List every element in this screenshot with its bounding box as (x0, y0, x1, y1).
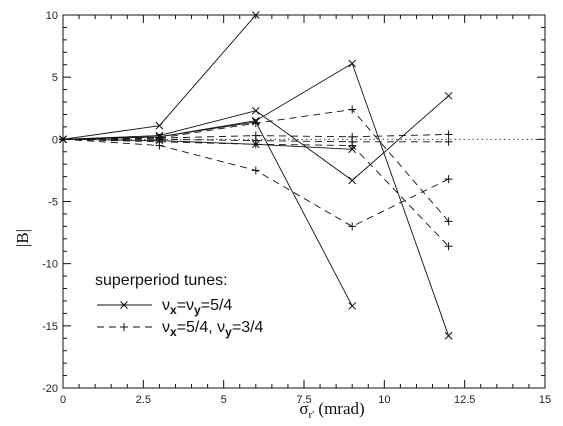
y-tick-label: 0 (52, 134, 58, 146)
y-tick-label: 10 (46, 10, 58, 22)
x-axis-title-subscript: r' (309, 409, 315, 421)
data-point (444, 137, 453, 146)
x-tick-label: 10 (378, 394, 390, 406)
x-marker-stroke (444, 331, 453, 340)
x-marker-stroke (348, 59, 357, 68)
legend-label-part: y (194, 303, 201, 317)
y-tick-label: -15 (42, 321, 58, 333)
plot-frame (62, 14, 546, 389)
legend-label: νx=νy=5/4 (162, 297, 232, 317)
data-point (348, 176, 357, 185)
solid-series-3 (59, 59, 453, 340)
y-axis-title: |B| (13, 229, 32, 247)
legend-entry-2: νx=5/4, νy=3/4 (97, 319, 264, 339)
legend-label-part: =ν (177, 297, 194, 314)
legend-label-part: =5/4, ν (177, 319, 225, 336)
series-line (62, 138, 449, 247)
legend-label-part: =3/4 (232, 319, 264, 336)
dashed-series-6 (59, 105, 453, 226)
legend: superperiod tunes:νx=νy=5/4νx=5/4, νy=3/… (95, 272, 264, 339)
data-point (444, 175, 453, 184)
x-tick-label: 7.5 (296, 394, 311, 406)
series-line (62, 121, 353, 307)
axis-ticks-group: 0 2.5 5 7.5 10 12.5 15 -20 -15 -10 -5 0 5 10 (42, 10, 551, 406)
data-point (444, 130, 453, 139)
x-tick-label: 15 (539, 394, 551, 406)
y-tick-label: 5 (52, 72, 58, 84)
x-tick-label: 12.5 (454, 394, 475, 406)
legend-label-part: ν (162, 297, 170, 314)
legend-label-part: x (170, 325, 177, 339)
plot-series-group (59, 11, 453, 340)
data-point (251, 140, 260, 149)
data-point (155, 137, 164, 146)
x-marker-stroke (120, 301, 128, 309)
y-tick-label: -20 (42, 383, 58, 395)
data-point (251, 106, 260, 115)
data-point (348, 222, 357, 231)
legend-label-part: y (225, 325, 232, 339)
data-point (155, 121, 164, 130)
x-marker-stroke (444, 91, 453, 100)
x-axis-title: σr' (mrad) (299, 399, 364, 421)
x-tick-label: 2.5 (136, 394, 151, 406)
dashed-series-9 (59, 135, 453, 231)
legend-label-part: =5/4 (201, 297, 233, 314)
x-marker-stroke (348, 176, 357, 185)
legend-title: superperiod tunes: (95, 272, 228, 289)
series-line (62, 14, 257, 140)
x-marker-stroke (348, 302, 357, 310)
data-point (251, 166, 260, 175)
series-line (62, 138, 353, 150)
data-point (251, 119, 260, 128)
series-line (62, 138, 449, 227)
x-axis-title-unit: (mrad) (314, 399, 365, 418)
data-point (444, 242, 453, 251)
legend-label: νx=5/4, νy=3/4 (162, 319, 264, 339)
x-marker-stroke (251, 106, 260, 115)
data-point (348, 105, 357, 114)
data-point (348, 141, 357, 150)
x-tick-label: 0 (60, 394, 66, 406)
data-point (348, 59, 357, 68)
data-point (348, 302, 357, 310)
y-tick-label: -10 (42, 259, 58, 271)
data-point (444, 217, 453, 226)
legend-entry-1: νx=νy=5/4 (97, 297, 232, 317)
y-tick-label: -5 (48, 197, 58, 209)
data-point (444, 331, 453, 340)
dashed-series-10 (59, 135, 453, 251)
x-axis-title-symbol: σ (299, 399, 308, 418)
series-line (62, 62, 450, 336)
legend-label-part: ν (162, 319, 170, 336)
x-marker-stroke (155, 121, 164, 130)
data-point (444, 91, 453, 100)
x-tick-label: 5 (221, 394, 227, 406)
solid-series-1 (59, 11, 260, 144)
legend-label-part: x (170, 303, 177, 317)
